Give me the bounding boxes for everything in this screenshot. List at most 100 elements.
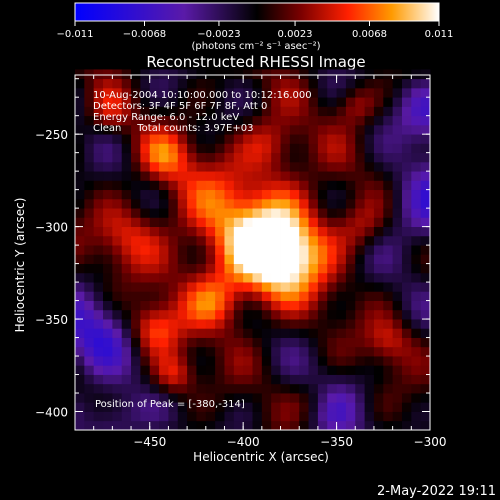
heatmap-cell	[205, 235, 216, 246]
heatmap-cell	[420, 411, 431, 422]
heatmap-cell	[205, 69, 216, 80]
heatmap-cell	[271, 106, 281, 117]
heatmap-cell	[289, 106, 300, 117]
heatmap-cell	[243, 134, 253, 144]
heatmap-cell	[289, 254, 300, 264]
heatmap-cell	[420, 309, 431, 320]
heatmap-cell	[392, 161, 403, 172]
heatmap-cell	[168, 171, 179, 181]
heatmap-cell	[243, 189, 253, 200]
y-tick-label: −300	[35, 221, 68, 235]
heatmap-cell	[299, 356, 309, 366]
heatmap-cell	[224, 124, 235, 135]
heatmap-cell	[243, 124, 253, 135]
heatmap-cell	[243, 171, 253, 181]
heatmap-cell	[401, 134, 412, 144]
heatmap-cell	[131, 106, 141, 117]
heatmap-cell	[177, 263, 188, 274]
heatmap-cell	[280, 226, 291, 237]
heatmap-cell	[299, 152, 309, 163]
heatmap-cell	[233, 420, 244, 431]
heatmap-cell	[345, 171, 356, 181]
heatmap-cell	[112, 254, 123, 264]
heatmap-cell	[93, 143, 104, 154]
heatmap-cell	[373, 254, 384, 264]
heatmap-cell	[327, 152, 337, 163]
heatmap-cell	[140, 254, 151, 264]
heatmap-cell	[261, 402, 272, 412]
heatmap-cell	[336, 291, 347, 301]
heatmap-cell	[149, 208, 160, 218]
heatmap-cell	[121, 263, 132, 274]
heatmap-cell	[75, 328, 85, 338]
heatmap-cell	[84, 402, 95, 412]
heatmap-cell	[364, 254, 375, 264]
heatmap-cell	[224, 309, 235, 320]
heatmap-cell	[364, 78, 375, 89]
heatmap-cell	[93, 245, 104, 255]
heatmap-cell	[280, 235, 291, 246]
heatmap-cell	[280, 374, 291, 385]
heatmap-cell	[75, 106, 85, 117]
heatmap-cell	[420, 115, 431, 126]
heatmap-cell	[121, 235, 132, 246]
heatmap-cell	[308, 69, 319, 80]
heatmap-cell	[215, 282, 225, 292]
heatmap-cell	[420, 346, 431, 357]
heatmap-cell	[149, 78, 160, 89]
heatmap-cell	[411, 291, 422, 301]
heatmap-cell	[271, 143, 281, 154]
heatmap-cell	[196, 235, 207, 246]
heatmap-cell	[336, 328, 347, 338]
heatmap-cell	[168, 365, 179, 375]
heatmap-cell	[401, 189, 412, 200]
heatmap-cell	[383, 134, 394, 144]
heatmap-cell	[224, 282, 235, 292]
heatmap-cell	[336, 420, 347, 431]
heatmap-cell	[149, 365, 160, 375]
heatmap-cell	[327, 393, 337, 403]
heatmap-cell	[196, 402, 207, 412]
heatmap-cell	[177, 87, 188, 98]
heatmap-cell	[121, 309, 132, 320]
heatmap-cell	[252, 78, 263, 89]
heatmap-cell	[103, 97, 113, 107]
heatmap-cell	[411, 337, 422, 348]
heatmap-cell	[168, 152, 179, 163]
heatmap-cell	[420, 171, 431, 181]
heatmap-cell	[364, 97, 375, 107]
heatmap-cell	[103, 393, 113, 403]
heatmap-cell	[233, 328, 244, 338]
heatmap-cell	[187, 282, 197, 292]
heatmap-cell	[131, 309, 141, 320]
heatmap-cell	[243, 282, 253, 292]
heatmap-cell	[84, 171, 95, 181]
heatmap-cell	[271, 69, 281, 80]
heatmap-cell	[168, 69, 179, 80]
heatmap-cell	[411, 161, 422, 172]
heatmap-cell	[401, 115, 412, 126]
heatmap-cell	[159, 263, 169, 274]
heatmap-cell	[420, 356, 431, 366]
heatmap-cell	[317, 300, 328, 311]
heatmap-cell	[289, 393, 300, 403]
heatmap-cell	[75, 365, 85, 375]
heatmap-cell	[103, 291, 113, 301]
heatmap-cell	[345, 272, 356, 283]
heatmap-cell	[261, 254, 272, 264]
heatmap-cell	[345, 115, 356, 126]
heatmap-cell	[149, 291, 160, 301]
heatmap-cell	[131, 97, 141, 107]
heatmap-cell	[131, 171, 141, 181]
heatmap-cell	[121, 374, 132, 385]
heatmap-cell	[317, 97, 328, 107]
heatmap-cell	[289, 309, 300, 320]
heatmap-cell	[103, 420, 113, 431]
heatmap-cell	[336, 124, 347, 135]
heatmap-cell	[75, 356, 85, 366]
heatmap-cell	[289, 291, 300, 301]
heatmap-cell	[243, 226, 253, 237]
heatmap-cell	[196, 161, 207, 172]
heatmap-cell	[392, 346, 403, 357]
heatmap-cell	[299, 208, 309, 218]
